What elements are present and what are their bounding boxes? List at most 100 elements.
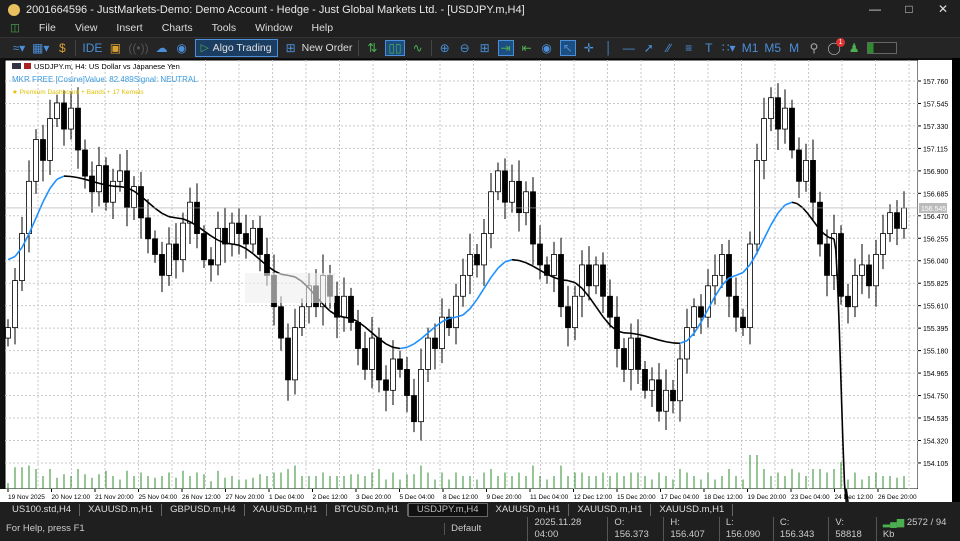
chart-tab[interactable]: XAUUSD.m,H1 bbox=[569, 504, 651, 516]
menu-charts[interactable]: Charts bbox=[162, 22, 193, 34]
price-chart[interactable]: 157.760157.545157.330157.115156.900156.6… bbox=[0, 58, 960, 502]
cursor-icon[interactable]: ↖ bbox=[560, 40, 576, 56]
candle-body bbox=[538, 244, 543, 265]
moving-average-segment bbox=[666, 342, 673, 343]
menu-window[interactable]: Window bbox=[255, 22, 292, 34]
ide-button[interactable]: IDE bbox=[82, 41, 102, 55]
candle-body bbox=[678, 359, 683, 401]
bar-chart-icon[interactable]: ⇅ bbox=[365, 41, 379, 55]
candle-body bbox=[776, 98, 781, 129]
chart-tab[interactable]: US100.std,H4 bbox=[4, 504, 80, 516]
dollar-icon[interactable]: $ bbox=[55, 41, 69, 55]
candle-body bbox=[503, 171, 508, 202]
candle-body bbox=[748, 244, 753, 328]
market-bag-icon[interactable]: ▣ bbox=[108, 41, 122, 55]
candle-body bbox=[426, 338, 431, 369]
menu-insert[interactable]: Insert bbox=[116, 22, 142, 34]
vertical-line-icon[interactable]: │ bbox=[602, 41, 616, 55]
x-tick-label: 24 Dec 12:00 bbox=[835, 494, 874, 501]
y-tick-label: 156.255 bbox=[923, 236, 948, 243]
y-tick-label: 157.115 bbox=[923, 146, 948, 153]
candle-body bbox=[496, 171, 501, 192]
notifications-icon[interactable]: ◯1 bbox=[827, 41, 841, 55]
minimize-button[interactable]: — bbox=[858, 0, 892, 19]
grid-icon[interactable]: ⊞ bbox=[478, 41, 492, 55]
candle-body bbox=[846, 296, 851, 306]
menu-tools[interactable]: Tools bbox=[212, 22, 237, 34]
y-tick-label: 154.105 bbox=[923, 461, 948, 468]
account-icon[interactable]: ♟ bbox=[847, 41, 861, 55]
zoom-in-icon[interactable]: ⊕ bbox=[438, 41, 452, 55]
zoom-out-icon[interactable]: ⊖ bbox=[458, 41, 472, 55]
candle-body bbox=[279, 307, 284, 338]
chart-tab[interactable]: XAUUSD.m,H1 bbox=[488, 504, 570, 516]
vps-icon[interactable]: ◉ bbox=[175, 41, 189, 55]
chart-tab[interactable]: XAUUSD.m,H1 bbox=[245, 504, 327, 516]
window-title: 2001664596 - JustMarkets-Demo: Demo Acco… bbox=[26, 4, 525, 16]
shapes-icon[interactable]: ∷▾ bbox=[722, 41, 736, 55]
candle-body bbox=[783, 108, 788, 129]
timeframe-m5[interactable]: M5 bbox=[764, 41, 781, 55]
crosshair-icon[interactable]: ✛ bbox=[582, 41, 596, 55]
candle-body bbox=[636, 338, 641, 369]
horizontal-line-icon[interactable]: — bbox=[622, 41, 636, 55]
trendline-icon[interactable]: ➚ bbox=[642, 41, 656, 55]
search-icon[interactable]: ⚲ bbox=[807, 41, 821, 55]
candle-body bbox=[216, 228, 221, 265]
candle-body bbox=[160, 254, 165, 275]
x-tick-label: 20 Nov 12:00 bbox=[52, 494, 91, 501]
menu-file[interactable]: File bbox=[39, 22, 56, 34]
status-bar: For Help, press F1 Default 2025.11.28 04… bbox=[0, 518, 960, 539]
candle-body bbox=[76, 108, 81, 150]
new-chart-icon[interactable]: ≈▾ bbox=[12, 41, 26, 55]
chart-tab[interactable]: BTCUSD.m,H1 bbox=[327, 504, 408, 516]
x-tick-label: 21 Nov 20:00 bbox=[95, 494, 134, 501]
new-order-button[interactable]: ⊞New Order bbox=[284, 41, 353, 55]
candle-body bbox=[356, 322, 361, 348]
connection-icon: ▂▄▆ bbox=[883, 517, 904, 528]
chart-tab[interactable]: USDJPY.m,H4 bbox=[408, 503, 488, 517]
timeframe-more[interactable]: M bbox=[787, 41, 801, 55]
text-icon[interactable]: T bbox=[702, 41, 716, 55]
candle-body bbox=[454, 296, 459, 327]
channel-icon[interactable]: ∕∕ bbox=[662, 41, 676, 55]
plus-icon: ⊞ bbox=[284, 41, 298, 55]
menu-help[interactable]: Help bbox=[312, 22, 334, 34]
candle-body bbox=[251, 228, 256, 244]
candlestick-icon[interactable]: ▯▯ bbox=[385, 40, 404, 56]
bar-time: 2025.11.28 04:00 bbox=[527, 517, 607, 541]
profile-name: Default bbox=[444, 523, 527, 535]
signals-icon[interactable]: ((•)) bbox=[128, 41, 148, 55]
candle-body bbox=[6, 328, 11, 338]
candle-body bbox=[741, 317, 746, 327]
x-tick-label: 8 Dec 12:00 bbox=[443, 494, 478, 501]
maximize-button[interactable]: □ bbox=[892, 0, 926, 19]
cloud-icon[interactable]: ☁ bbox=[155, 41, 169, 55]
chart-tab[interactable]: XAUUSD.m,H1 bbox=[651, 504, 733, 516]
chart-tab[interactable]: GBPUSD.m,H4 bbox=[162, 504, 244, 516]
autoscroll-icon[interactable]: ⇥ bbox=[498, 40, 514, 56]
candle-body bbox=[412, 396, 417, 422]
right-scrollbar bbox=[952, 58, 960, 502]
fibonacci-icon[interactable]: ≡ bbox=[682, 41, 696, 55]
x-tick-label: 23 Dec 04:00 bbox=[791, 494, 830, 501]
timeframe-m1[interactable]: M1 bbox=[742, 41, 759, 55]
candle-body bbox=[762, 119, 767, 161]
candle-body bbox=[146, 218, 151, 239]
moving-average-segment bbox=[561, 280, 568, 281]
line-chart-icon[interactable]: ∿ bbox=[411, 41, 425, 55]
profiles-icon[interactable]: ▦▾ bbox=[32, 41, 49, 55]
candle-body bbox=[671, 390, 676, 400]
candle-body bbox=[419, 369, 424, 421]
screenshot-icon[interactable]: ◉ bbox=[540, 41, 554, 55]
close-button[interactable]: ✕ bbox=[926, 0, 960, 19]
chart-menu-icon[interactable]: ◫ bbox=[10, 22, 20, 34]
chart-tab[interactable]: XAUUSD.m,H1 bbox=[80, 504, 162, 516]
candle-body bbox=[664, 390, 669, 411]
chart-shift-icon[interactable]: ⇤ bbox=[520, 41, 534, 55]
algo-trading-button[interactable]: ▷Algo Trading bbox=[195, 39, 278, 57]
y-tick-label: 156.685 bbox=[923, 191, 948, 198]
candle-body bbox=[650, 380, 655, 390]
menu-view[interactable]: View bbox=[75, 22, 98, 34]
